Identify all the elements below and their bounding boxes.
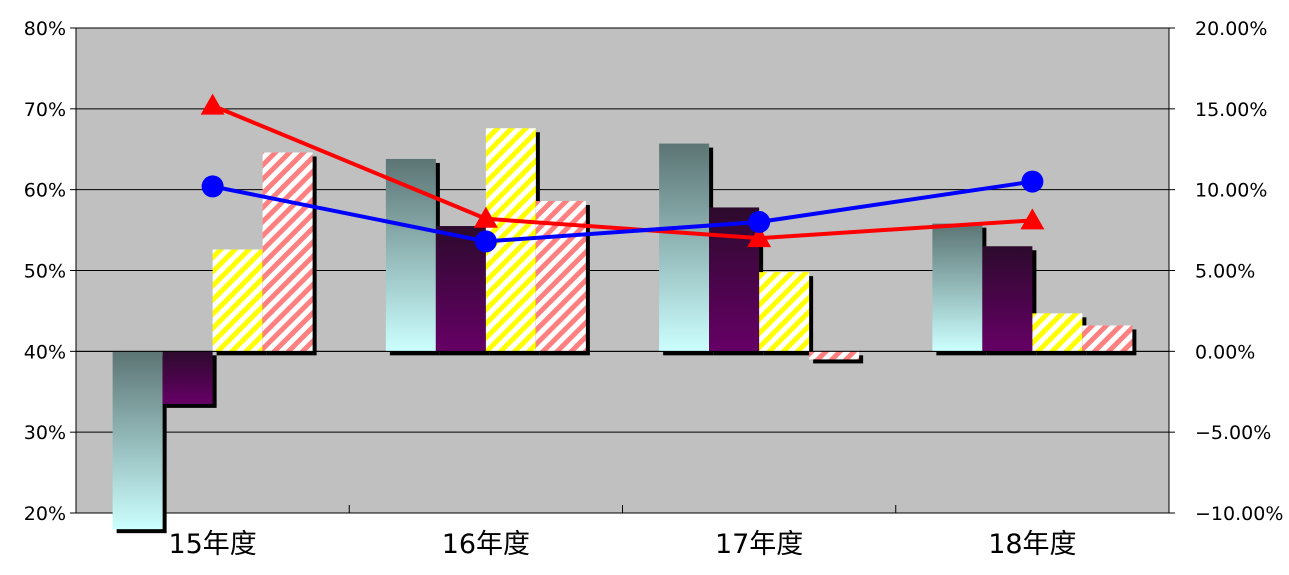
y-left-tick-label: 80% xyxy=(24,18,66,40)
y-right-tick-label: 15.00% xyxy=(1195,99,1267,121)
line-series-2 xyxy=(212,179,1033,244)
y-left-tick-label: 50% xyxy=(24,261,66,283)
bar-4-3 xyxy=(809,351,860,360)
y-right-tick-label: 20.00% xyxy=(1195,18,1267,40)
line-series xyxy=(200,93,1045,253)
bar-2-3 xyxy=(709,207,760,352)
bar-3-3 xyxy=(759,272,810,352)
axis-labels: 20% 30% 40% 50% 60% 70% 80% −10.00% −5.00% 0.00% 5… xyxy=(24,18,1284,560)
bar-3-1 xyxy=(212,249,263,352)
y-left-tick-label: 70% xyxy=(24,99,66,121)
bar-2-4 xyxy=(982,246,1033,352)
category-label: 15年度 xyxy=(168,529,256,560)
bar-1-1 xyxy=(112,351,163,530)
category-label: 16年度 xyxy=(442,529,530,560)
y-left-tick-label: 40% xyxy=(24,341,66,363)
y-left-tick-label: 60% xyxy=(24,180,66,202)
bars xyxy=(112,128,1137,534)
y-left-tick-label: 20% xyxy=(24,503,66,525)
category-label: 17年度 xyxy=(715,529,803,560)
bar-2-1 xyxy=(162,351,213,404)
bar-4-4 xyxy=(1082,325,1133,352)
y-left-tick-label: 30% xyxy=(24,422,66,444)
line-point xyxy=(747,226,772,248)
axes xyxy=(70,27,1175,514)
bar-1-2 xyxy=(385,158,436,352)
line-point xyxy=(473,206,498,228)
bar-3-4 xyxy=(1032,313,1083,352)
bar-1-4 xyxy=(932,223,983,352)
y-right-tick-label: 5.00% xyxy=(1195,261,1255,283)
y-right-tick-label: −10.00% xyxy=(1195,503,1283,525)
category-label: 18年度 xyxy=(988,529,1076,560)
line-point xyxy=(1020,208,1045,230)
bar-4-1 xyxy=(262,152,313,352)
line-point xyxy=(1021,170,1044,193)
line-point xyxy=(201,175,224,198)
line-point xyxy=(200,93,225,115)
y-right-tick-label: −5.00% xyxy=(1195,422,1271,444)
line-series-1 xyxy=(211,103,1033,241)
y-right-tick-label: 0.00% xyxy=(1195,341,1255,363)
line-point xyxy=(474,230,497,253)
line-point xyxy=(748,211,771,233)
bar-1-3 xyxy=(659,143,710,352)
y-right-tick-label: 10.00% xyxy=(1195,180,1267,202)
